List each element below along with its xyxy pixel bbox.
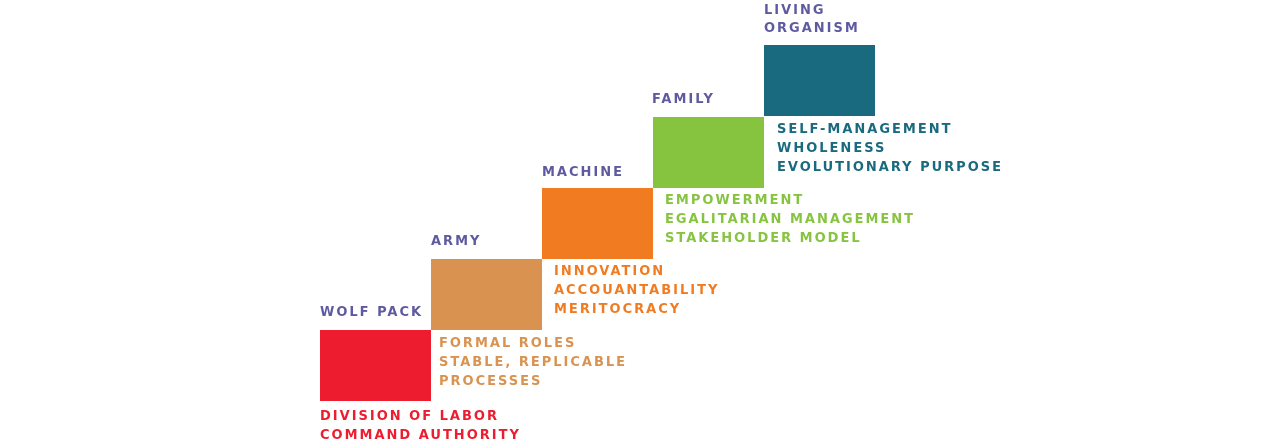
stage-block-living-organism [764, 45, 875, 116]
stage-title-army: ARMY [431, 234, 482, 249]
stage-traits-living-organism: SELF-MANAGEMENT WHOLENESS EVOLUTIONARY P… [777, 122, 1003, 175]
stage-block-machine [542, 188, 653, 259]
stage-block-wolf-pack [320, 330, 431, 401]
stage-traits-army: FORMAL ROLES STABLE, REPLICABLE PROCESSE… [439, 336, 628, 389]
stage-traits-family: EMPOWERMENT EGALITARIAN MANAGEMENT STAKE… [665, 193, 916, 246]
stage-title-living-organism: LIVING ORGANISM [764, 3, 860, 36]
stage-block-family [653, 117, 764, 188]
stage-title-wolf-pack: WOLF PACK [320, 305, 424, 320]
stage-title-machine: MACHINE [542, 165, 625, 180]
stage-block-army [431, 259, 542, 330]
stage-traits-wolf-pack: DIVISION OF LABOR COMMAND AUTHORITY [320, 409, 521, 443]
stage-title-family: FAMILY [652, 92, 715, 107]
stage-traits-machine: INNOVATION ACCOUANTABILITY MERITOCRACY [554, 264, 720, 317]
